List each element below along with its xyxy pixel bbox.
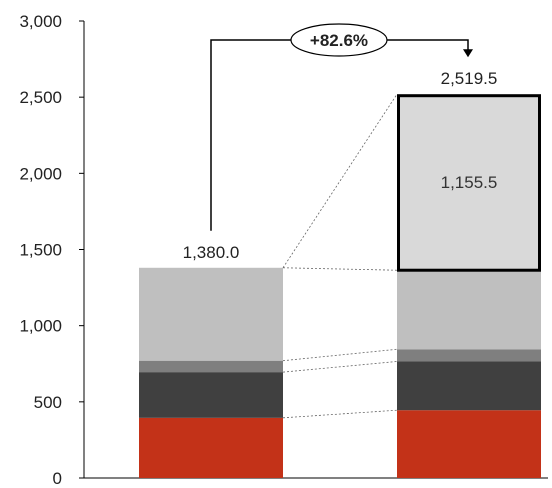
y-axis: 0 500 1,000 1,500 2,000 2,500 3,000	[19, 12, 548, 488]
segment-label: 1,155.5	[441, 173, 498, 192]
bar-segment-2	[139, 360, 283, 373]
growth-label: +82.6%	[310, 31, 368, 50]
total-label: 1,380.0	[183, 243, 240, 262]
y-tick-label: 0	[53, 469, 62, 488]
bar-segment-0	[139, 417, 283, 478]
bars	[139, 94, 541, 478]
bar-segment-1	[397, 361, 541, 411]
connector-line	[282, 93, 398, 268]
total-label: 2,519.5	[441, 69, 498, 88]
bar-segment-4	[397, 94, 541, 272]
y-tick-label: 2,500	[19, 88, 62, 107]
bar-segment-3	[397, 270, 541, 350]
connector-line	[282, 361, 398, 373]
connector-line	[282, 348, 398, 362]
connector-line	[282, 267, 398, 271]
growth-arrowhead	[463, 49, 473, 58]
bar-segment-2	[397, 349, 541, 362]
bar-segment-0	[397, 410, 541, 478]
y-tick-label: 1,000	[19, 317, 62, 336]
y-tick-label: 1,500	[19, 241, 62, 260]
growth-annotation: +82.6%	[210, 23, 473, 231]
bar-connectors	[282, 93, 398, 419]
growth-bubble	[290, 23, 388, 57]
y-tick-label: 500	[34, 393, 62, 412]
y-tick-label: 3,000	[19, 12, 62, 31]
y-tick-label: 2,000	[19, 164, 62, 183]
bar-segment-1	[139, 372, 283, 418]
connector-line	[282, 409, 398, 419]
data-labels: 1,380.0 2,519.5 1,155.5	[183, 69, 498, 262]
bar-segment-3	[139, 267, 283, 361]
